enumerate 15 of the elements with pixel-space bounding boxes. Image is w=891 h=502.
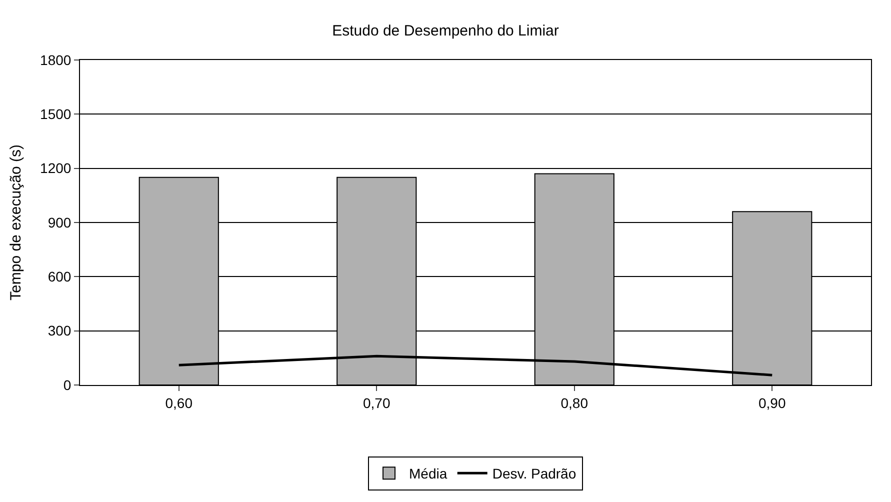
legend-label: Média [409,466,448,482]
y-tick-label: 1200 [40,160,72,176]
y-tick-label: 1500 [40,106,72,122]
chart-title: Estudo de Desempenho do Limiar [332,22,559,40]
y-tick-label: 900 [48,214,72,230]
legend-label: Desv. Padrão [492,466,576,482]
y-tick-label: 1800 [40,52,72,68]
x-tick-label: 0,90 [758,394,786,411]
y-axis-title: Tempo de execução (s) [7,144,24,300]
y-tick-label: 0 [63,376,72,393]
x-tick-label: 0,70 [363,394,390,411]
x-tick-label: 0,80 [560,394,588,411]
y-tick-label: 600 [48,268,72,285]
y-tick-label: 300 [48,322,72,339]
x-tick-label: 0,60 [165,394,193,411]
